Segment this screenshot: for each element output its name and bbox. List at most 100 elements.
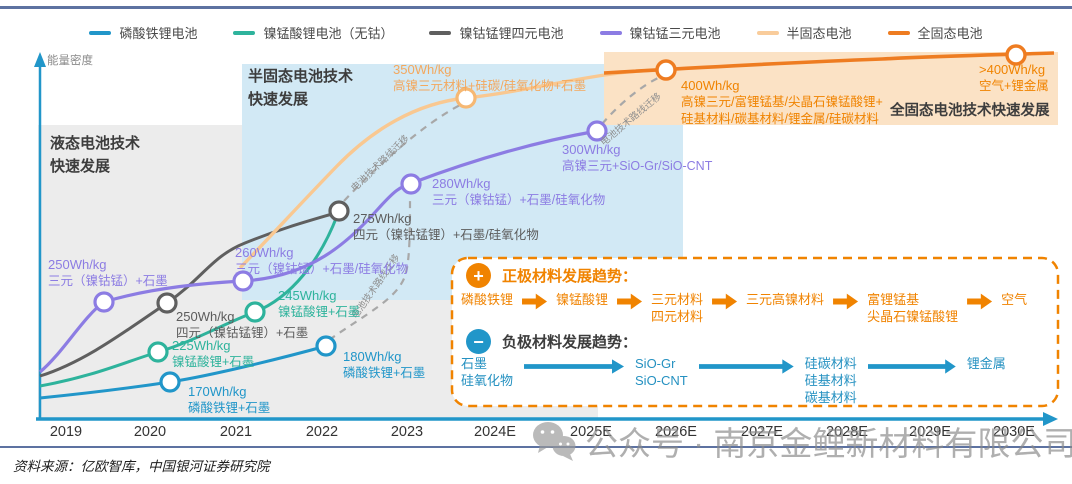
cathode-trend-header: + 正极材料发展趋势： — [466, 263, 637, 288]
point-label-lfp-180: 180Wh/kg 磷酸铁锂+石墨 — [343, 349, 426, 381]
arrow-right-icon — [867, 359, 956, 374]
legend-item-tern: 镍钴锰三元电池 — [599, 23, 721, 42]
region-all-solid-bg — [604, 52, 1058, 125]
dot-lnmo-225 — [147, 341, 169, 363]
x-tick-2020: 2020 — [133, 424, 167, 440]
x-axis-arrow-icon — [1043, 412, 1058, 426]
legend-item-lfp: 磷酸铁锂电池 — [89, 23, 197, 42]
dot-tern-250 — [93, 291, 115, 313]
cathode-step: 镍锰酸锂 — [556, 292, 609, 307]
anode-step: 锂金属 — [966, 356, 1006, 371]
migration-dash-1 — [328, 196, 412, 341]
legend-label: 镍锰酸锂电池（无钴） — [263, 26, 394, 41]
point-label-tern-260: 260Wh/kg 三元（镍钴锰）+石墨/硅氧化物 — [235, 245, 409, 277]
cathode-trend-chain: 磷酸铁锂 镍锰酸锂 三元材料 四元材料 三元高镍材料 富锂锰基 尖晶石镍锰酸锂 … — [461, 292, 1027, 326]
x-tick-2019: 2019 — [49, 424, 83, 440]
legend-marker-semi-icon — [756, 30, 779, 35]
dot-lfp-180 — [315, 335, 337, 357]
cathode-step: 三元材料 四元材料 — [651, 292, 704, 324]
legend-marker-solid-icon — [887, 30, 910, 35]
legend-marker-lfp-icon — [89, 30, 112, 35]
watermark-text: 公众号 · 南京金鲤新材料有限公司 — [585, 425, 1072, 462]
legend-marker-quad-icon — [429, 30, 452, 35]
x-tick-2021: 2021 — [219, 424, 253, 440]
x-tick-2028e: 2028E — [826, 424, 868, 440]
dot-lfp-170 — [159, 371, 181, 393]
x-tick-2029e: 2029E — [909, 424, 951, 440]
arrow-right-icon — [712, 293, 738, 310]
anode-trend-chain: 石墨 硅氧化物 SiO-Gr SiO-CNT 硅碳材料 硅基材料 碳基材料 锂金… — [461, 356, 1006, 407]
legend-item-lnmo: 镍锰酸锂电池（无钴） — [233, 23, 393, 42]
wechat-icon — [533, 422, 576, 461]
legend-item-quad: 镍钴锰锂四元电池 — [429, 23, 564, 42]
top-divider — [0, 6, 1072, 9]
x-tick-2030e: 2030E — [993, 424, 1035, 440]
dot-semi-350 — [455, 87, 477, 109]
x-tick-2022: 2022 — [305, 424, 339, 440]
minus-icon: − — [466, 329, 491, 354]
cathode-step: 三元高镍材料 — [746, 292, 825, 307]
point-label-lfp-170: 170Wh/kg 磷酸铁锂+石墨 — [188, 384, 271, 416]
migration-dash-3 — [601, 76, 661, 125]
dot-lnmo-245 — [244, 301, 266, 323]
point-label-lnmo-225: 225Wh/kg 镍锰酸锂+石墨 — [172, 338, 255, 370]
anode-trend-title: 负极材料发展趋势： — [502, 334, 638, 351]
dot-quad-250 — [156, 292, 178, 314]
dot-quad-275 — [328, 200, 350, 222]
line-quad — [39, 210, 340, 378]
legend-item-solid: 全固态电池 — [887, 23, 983, 42]
point-label-tern-300: 300Wh/kg 高镍三元+SiO-Gr/SiO-CNT — [562, 142, 713, 174]
anode-step: SiO-Gr SiO-CNT — [635, 356, 688, 388]
x-tick-2024e: 2024E — [474, 424, 516, 440]
cathode-step: 磷酸铁锂 — [461, 292, 514, 307]
arrow-right-icon — [967, 293, 993, 310]
cathode-step: 富锂锰基 尖晶石镍锰酸锂 — [867, 292, 959, 324]
plus-icon: + — [466, 263, 491, 288]
watermark: 公众号 · 南京金鲤新材料有限公司 — [530, 417, 1072, 465]
legend-marker-lnmo-icon — [233, 30, 256, 35]
bottom-divider — [0, 446, 1072, 448]
line-lnmo — [39, 215, 339, 388]
y-axis-arrow-icon — [34, 52, 46, 67]
legend-label: 全固态电池 — [917, 26, 983, 41]
line-all-solid — [603, 51, 1055, 75]
anode-step: 硅碳材料 硅基材料 碳基材料 — [804, 356, 857, 405]
arrow-right-icon — [698, 359, 794, 374]
trend-box-border — [450, 256, 1060, 408]
x-tick-2026e: 2026E — [655, 424, 697, 440]
point-label-lnmo-245: 245Wh/kg 镍锰酸锂+石墨 — [278, 288, 361, 320]
arrow-right-icon — [524, 359, 625, 374]
region-title-liquid: 液态电池技术 快速发展 — [50, 135, 141, 175]
legend-label: 磷酸铁锂电池 — [119, 26, 198, 41]
arrow-right-icon — [522, 293, 548, 310]
chart-legend: 磷酸铁锂电池 镍锰酸锂电池（无钴） 镍钴锰锂四元电池 镍钴锰三元电池 半固态电池… — [0, 23, 1072, 42]
point-label-quad-250: 250Wh/kg 四元（镍钴锰锂）+石墨 — [176, 309, 309, 341]
dot-tern-300 — [586, 120, 608, 142]
arrow-right-icon — [833, 293, 859, 310]
source-note: 资料来源：亿欧智库，中国银河证券研究院 — [13, 459, 270, 474]
point-label-tern-280: 280Wh/kg 三元（镍钴锰）+石墨/硅氧化物 — [432, 176, 606, 208]
region-title-semi-solid: 半固态电池技术 快速发展 — [248, 68, 354, 108]
dot-solid-400 — [655, 59, 677, 81]
x-tick-2023: 2023 — [390, 424, 424, 440]
y-axis-label: 能量密度 — [47, 55, 93, 67]
point-label-semi-350: 350Wh/kg 高镍三元材料+硅碳/硅氧化物+石墨 — [393, 62, 587, 94]
point-label-solid-400plus: >400Wh/kg 空气+锂金属 — [979, 62, 1049, 94]
migration-dash-2 — [343, 104, 461, 202]
arrow-right-icon — [617, 293, 643, 310]
cathode-step: 空气 — [1001, 292, 1028, 307]
anode-trend-header: − 负极材料发展趋势： — [466, 329, 637, 354]
legend-item-semi: 半固态电池 — [756, 23, 852, 42]
region-title-all-solid: 全固态电池技术快速发展 — [890, 103, 1050, 119]
legend-label: 半固态电池 — [786, 26, 852, 41]
x-tick-2027e: 2027E — [741, 424, 783, 440]
anode-step: 石墨 硅氧化物 — [461, 356, 514, 388]
dot-solid-400plus — [1005, 44, 1027, 66]
point-label-tern-250: 250Wh/kg 三元（镍钴锰）+石墨 — [48, 257, 168, 289]
legend-label: 镍钴锰锂四元电池 — [459, 26, 564, 41]
point-label-quad-275: 275Wh/kg 四元（镍钴锰锂）+石墨/硅氧化物 — [353, 211, 539, 243]
dot-tern-280 — [400, 173, 422, 195]
legend-label: 镍钴锰三元电池 — [629, 26, 721, 41]
